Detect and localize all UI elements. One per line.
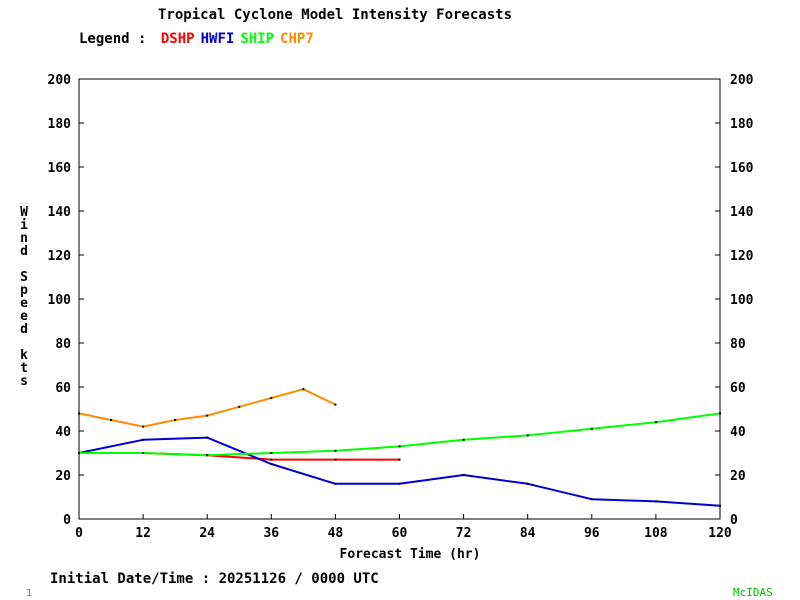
data-point-ship bbox=[526, 434, 529, 437]
y-tick-label-left: 60 bbox=[55, 381, 71, 396]
data-point-hwfi bbox=[398, 482, 401, 485]
x-tick-label: 48 bbox=[328, 526, 344, 541]
data-point-dshp bbox=[334, 458, 337, 461]
data-point-ship bbox=[654, 421, 657, 424]
y-tick-label-left: 20 bbox=[55, 469, 71, 484]
x-tick-label: 72 bbox=[456, 526, 472, 541]
legend-item-ship: SHIP bbox=[240, 31, 275, 47]
legend-item-dshp: DSHP bbox=[160, 31, 195, 47]
series-line-chp7 bbox=[78, 388, 336, 428]
chart-title: Tropical Cyclone Model Intensity Forecas… bbox=[158, 7, 513, 23]
y-tick-label-left: 120 bbox=[48, 249, 72, 264]
y-tick-label-right: 140 bbox=[730, 205, 754, 220]
y-tick-label-right: 60 bbox=[730, 381, 746, 396]
x-tick-label: 24 bbox=[199, 526, 215, 541]
data-point-hwfi bbox=[590, 498, 593, 501]
data-point-chp7 bbox=[78, 412, 80, 415]
y-tick-label-right: 120 bbox=[730, 249, 754, 264]
x-axis-label: Forecast Time (hr) bbox=[340, 547, 481, 562]
legend-item-hwfi: HWFI bbox=[200, 31, 235, 47]
data-point-dshp bbox=[270, 458, 273, 461]
data-point-chp7 bbox=[270, 397, 273, 399]
data-point-ship bbox=[334, 449, 337, 452]
data-point-hwfi bbox=[526, 482, 529, 485]
y-tick-label-right: 180 bbox=[730, 117, 754, 132]
data-point-ship bbox=[398, 445, 401, 448]
data-point-chp7 bbox=[142, 425, 145, 428]
data-point-hwfi bbox=[334, 482, 337, 485]
x-tick-label: 36 bbox=[263, 526, 279, 541]
legend-label: Legend : bbox=[79, 31, 147, 47]
data-point-hwfi bbox=[654, 500, 657, 503]
y-tick-label-left: 0 bbox=[63, 513, 71, 528]
data-point-chp7 bbox=[302, 388, 305, 391]
x-tick-label: 60 bbox=[392, 526, 408, 541]
x-tick-label: 84 bbox=[520, 526, 536, 541]
y-tick-label-left: 160 bbox=[48, 161, 72, 176]
y-tick-label-right: 100 bbox=[730, 293, 754, 308]
y-tick-label-right: 40 bbox=[730, 425, 746, 440]
x-tick-label: 12 bbox=[135, 526, 151, 541]
y-tick-label-left: 80 bbox=[55, 337, 71, 352]
plot-frame bbox=[78, 78, 721, 520]
data-point-chp7 bbox=[238, 405, 241, 408]
data-point-hwfi bbox=[270, 463, 273, 465]
x-tick-label: 108 bbox=[644, 526, 668, 541]
data-point-dshp bbox=[398, 458, 401, 461]
y-tick-label-left: 200 bbox=[48, 73, 72, 88]
series-line-hwfi bbox=[78, 436, 721, 507]
data-point-chp7 bbox=[334, 403, 337, 406]
y-tick-label-right: 80 bbox=[730, 337, 746, 352]
y-tick-label-left: 40 bbox=[55, 425, 71, 440]
y-tick-label-left: 140 bbox=[48, 205, 72, 220]
data-point-chp7 bbox=[110, 419, 113, 421]
data-point-ship bbox=[206, 454, 209, 457]
legend-item-chp7: CHP7 bbox=[280, 31, 314, 47]
data-point-hwfi bbox=[142, 438, 145, 441]
x-tick-label: 96 bbox=[584, 526, 600, 541]
x-tick-label: 120 bbox=[708, 526, 732, 541]
data-point-chp7 bbox=[174, 419, 177, 421]
y-tick-label-right: 160 bbox=[730, 161, 754, 176]
data-point-hwfi bbox=[206, 436, 209, 439]
data-point-ship bbox=[719, 412, 721, 415]
mcidas-label: McIDAS bbox=[733, 586, 773, 599]
y-tick-label-left: 180 bbox=[48, 117, 72, 132]
data-point-ship bbox=[142, 452, 145, 454]
data-point-chp7 bbox=[206, 414, 209, 417]
data-point-ship bbox=[78, 452, 80, 454]
data-point-ship bbox=[462, 438, 465, 441]
y-tick-label-right: 20 bbox=[730, 469, 746, 484]
data-point-ship bbox=[270, 452, 273, 454]
y-tick-label-right: 0 bbox=[730, 513, 738, 528]
frame-number: 1 bbox=[26, 588, 33, 599]
y-tick-label-left: 100 bbox=[48, 293, 72, 308]
data-point-hwfi bbox=[719, 504, 721, 507]
x-tick-label: 0 bbox=[75, 526, 83, 541]
data-point-ship bbox=[590, 427, 593, 430]
data-point-hwfi bbox=[462, 474, 465, 476]
initial-datetime: Initial Date/Time : 20251126 / 0000 UTC bbox=[50, 571, 379, 587]
legend: Legend : DSHP HWFI SHIP CHP7 bbox=[79, 31, 320, 47]
y-tick-label-right: 200 bbox=[730, 73, 754, 88]
